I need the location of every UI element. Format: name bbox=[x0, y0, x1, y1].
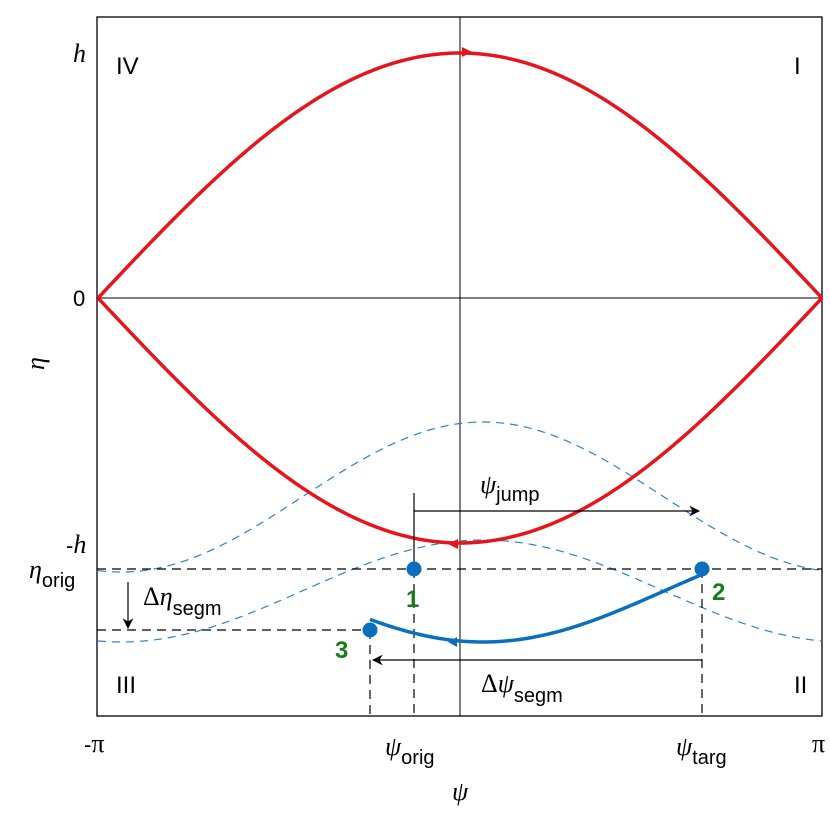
separatrix-lower bbox=[96, 296, 824, 545]
point-3-label: 3 bbox=[335, 637, 348, 664]
dashed-trajectory-lower bbox=[97, 539, 823, 643]
psi-jump-label: ψjump bbox=[480, 470, 540, 506]
quadrant-iv-label: IV bbox=[116, 53, 139, 80]
point-2-label: 2 bbox=[712, 579, 725, 606]
quadrant-iii-label: III bbox=[116, 672, 136, 699]
quadrant-i-label: I bbox=[794, 53, 801, 80]
eta-orig-label: ηorig bbox=[29, 555, 75, 592]
xtick-pi: π bbox=[812, 729, 825, 758]
y-axis-label: η bbox=[21, 357, 50, 370]
delta-eta-label: Δηsegm bbox=[143, 582, 222, 620]
separatrix-lower-arrow bbox=[448, 539, 458, 549]
quadrant-ii-label: II bbox=[794, 672, 807, 699]
point-2 bbox=[694, 561, 710, 577]
point-3 bbox=[362, 622, 378, 638]
trajectory-segment bbox=[369, 572, 703, 644]
separatrix-upper bbox=[96, 51, 824, 300]
dashed-trajectory-upper bbox=[97, 421, 823, 573]
trajectory-arrow bbox=[448, 637, 457, 647]
point-1 bbox=[406, 561, 422, 577]
x-axis-label: ψ bbox=[452, 777, 469, 806]
ytick-h: h bbox=[73, 39, 86, 68]
separatrix-upper-arrow bbox=[462, 47, 472, 57]
ytick-neg-h: -h bbox=[66, 530, 86, 559]
xtick-psi-targ: ψtarg bbox=[676, 732, 727, 769]
point-1-label: 1 bbox=[406, 586, 419, 613]
xtick-neg-pi: -π bbox=[84, 729, 104, 758]
delta-psi-label: Δψsegm bbox=[481, 669, 563, 707]
ytick-zero: 0 bbox=[73, 286, 85, 311]
xtick-psi-orig: ψorig bbox=[385, 732, 435, 769]
